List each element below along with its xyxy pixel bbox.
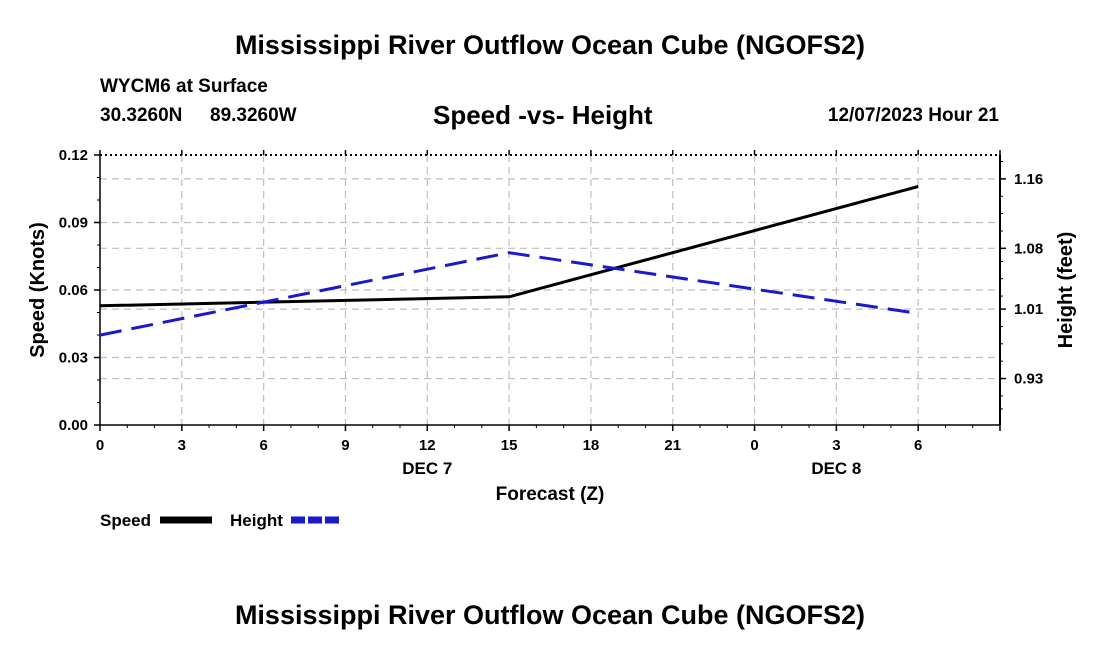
latitude-label: 30.3260N [100, 105, 183, 126]
x-tick-label: 3 [178, 437, 186, 454]
y2-tick-label: 0.93 [1014, 371, 1043, 388]
x-tick-label: 3 [832, 437, 840, 454]
x-tick-label: 6 [259, 437, 267, 454]
x-tick-label: 12 [419, 437, 436, 454]
y2-tick-label: 1.16 [1014, 171, 1043, 188]
x-axis-title: Forecast (Z) [496, 484, 605, 505]
y-tick-label: 0.12 [59, 147, 88, 164]
timestamp-label: 12/07/2023 Hour 21 [827, 105, 999, 126]
y2-tick-label: 1.01 [1014, 301, 1043, 318]
x-tick-label: 18 [583, 437, 600, 454]
x-tick-label: 15 [501, 437, 518, 454]
date-label: DEC 7 [402, 459, 452, 478]
y-tick-label: 0.03 [59, 350, 88, 367]
x-tick-label: 0 [750, 437, 758, 454]
chart-title: Mississippi River Outflow Ocean Cube (NG… [234, 30, 866, 60]
height-series-line [99, 251, 919, 337]
legend-label-speed: Speed [100, 511, 151, 530]
y-tick-label: 0.09 [59, 215, 88, 232]
x-tick-label: 21 [664, 437, 681, 454]
chart-subtitle: Speed -vs- Height [433, 100, 653, 130]
speed-series-line [99, 185, 919, 308]
footer-title: Mississippi River Outflow Ocean Cube (NG… [234, 600, 866, 630]
y-tick-label: 0.00 [59, 417, 88, 434]
x-tick-label: 0 [96, 437, 104, 454]
y2-tick-label: 1.08 [1014, 240, 1043, 257]
x-tick-label: 6 [914, 437, 922, 454]
speed-height-chart: 0.00 0.03 0.06 0.09 0.12 0.93 1.01 1.08 1.16 0 3 6 9… [27, 147, 1077, 530]
y-axis-title: Speed (Knots) [27, 222, 49, 358]
legend-label-height: Height [230, 511, 283, 530]
y-tick-label: 0.06 [59, 282, 88, 299]
longitude-label: 89.3260W [210, 105, 297, 126]
station-label: WYCM6 at Surface [100, 76, 268, 97]
y2-axis-title: Height (feet) [1055, 232, 1077, 349]
x-tick-label: 9 [341, 437, 349, 454]
date-label: DEC 8 [811, 459, 861, 478]
